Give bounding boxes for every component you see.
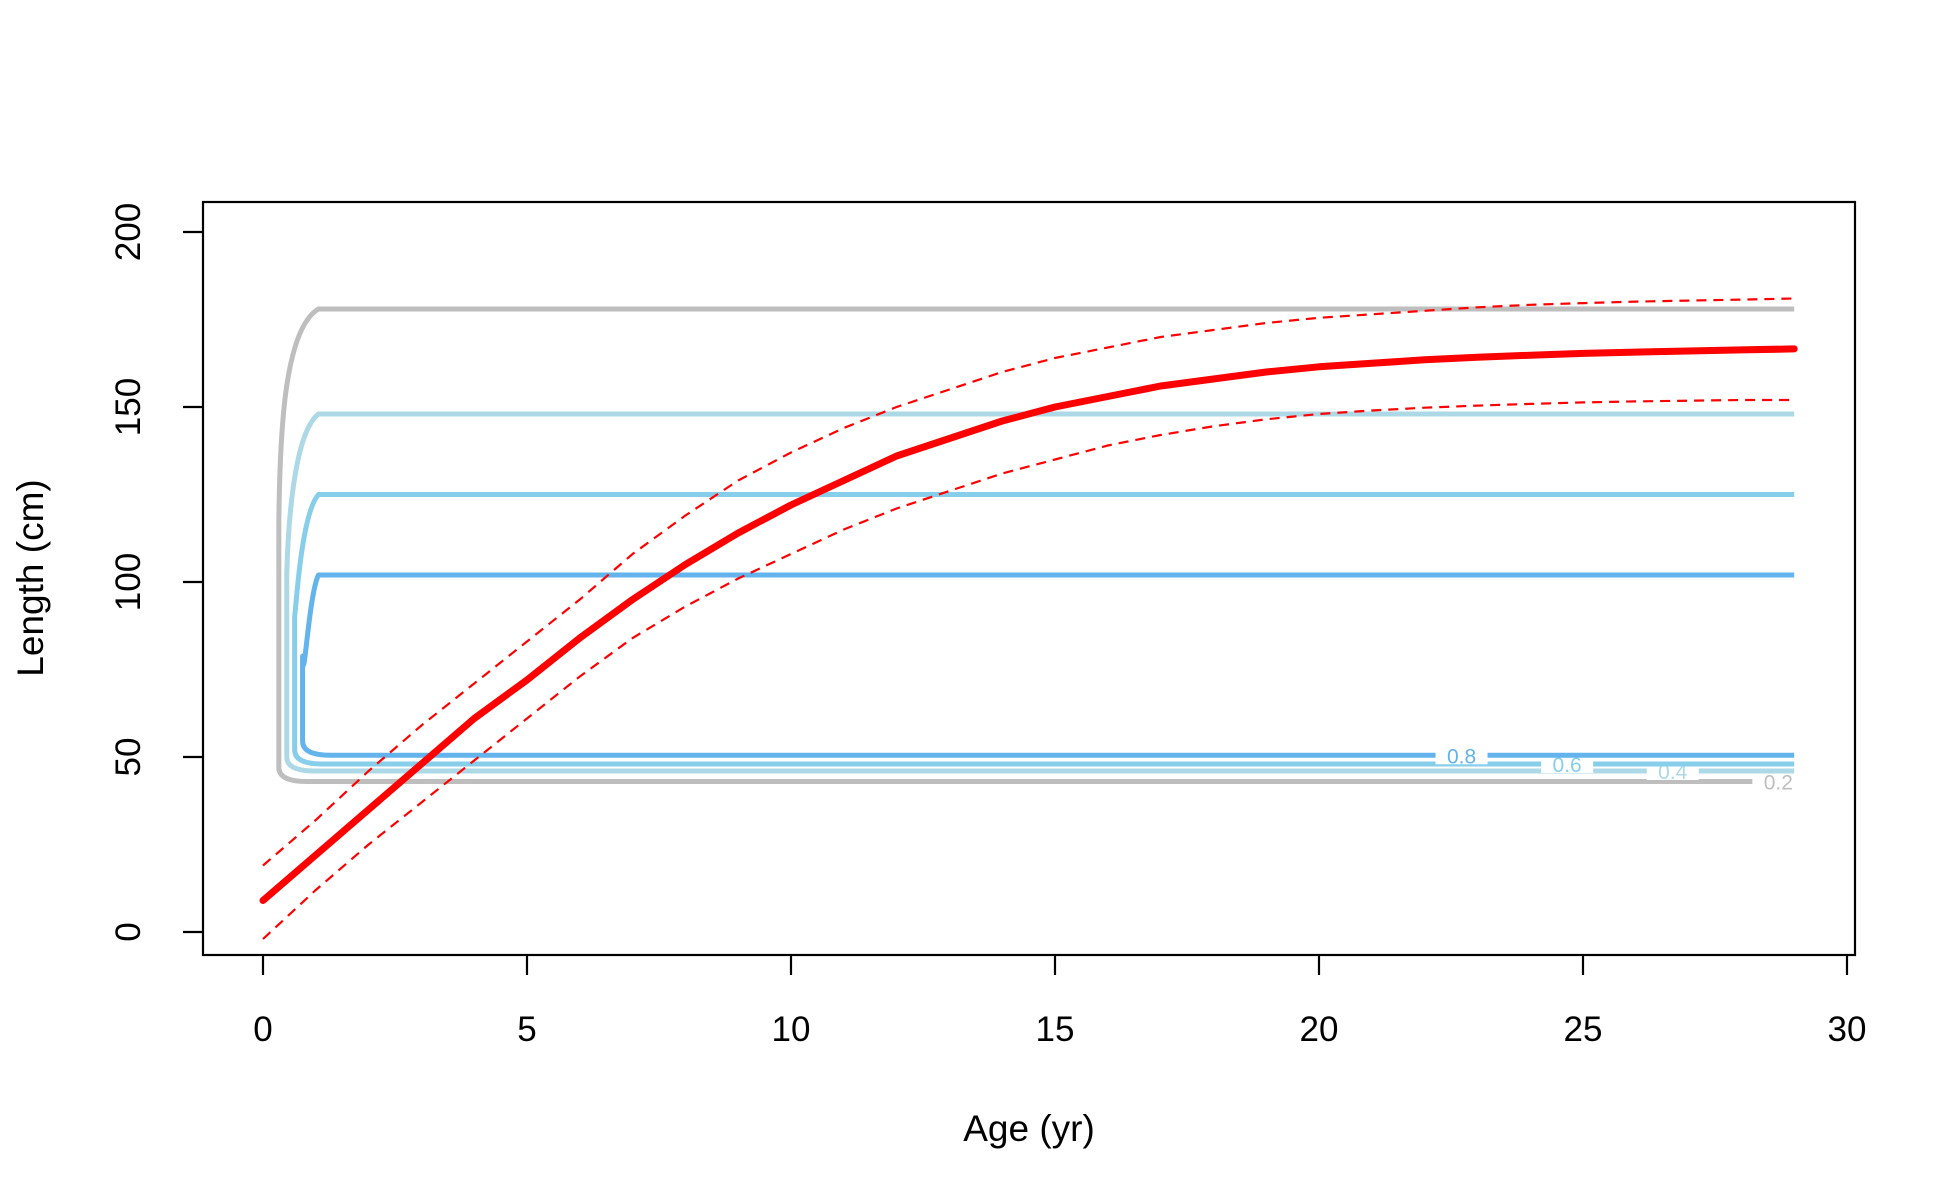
x-tick-label-6: 30: [1828, 1010, 1867, 1049]
x-tick-label-4: 20: [1300, 1010, 1339, 1049]
growth-curve-layer: [259, 297, 1798, 940]
x-tick-label-1: 5: [517, 1010, 536, 1049]
upper-ci-line: [262, 297, 1795, 867]
contour-label-1: 0.4: [1658, 761, 1688, 784]
contour-label-0: 0.2: [1764, 772, 1793, 795]
x-axis-title: Age (yr): [963, 1108, 1095, 1149]
x-tick-label-0: 0: [253, 1010, 272, 1049]
contour-label-gap-2: [1541, 755, 1594, 773]
x-tick-label-5: 25: [1564, 1010, 1603, 1049]
x-tick-label-3: 15: [1036, 1010, 1075, 1049]
contour-label-2: 0.6: [1553, 754, 1582, 777]
contour-label-3: 0.8: [1447, 745, 1476, 768]
mean-growth-line: [259, 345, 1798, 904]
lower-ci-line: [262, 398, 1795, 940]
y-tick-label-0: 0: [109, 922, 148, 941]
plot-frame: [201, 200, 1857, 957]
contour-label-gap-0: [1752, 772, 1805, 791]
y-tick-label-1: 50: [109, 738, 148, 777]
contour-line-0.8: [300, 572, 1795, 758]
contour-layer: 0.2 0.4 0.6 0.8: [276, 306, 1805, 795]
contour-line-0.6: [292, 492, 1795, 767]
contour-line-0.2: [276, 306, 1795, 784]
y-tick-label-4: 200: [109, 203, 148, 261]
x-tick-label-2: 10: [772, 1010, 811, 1049]
y-tick-label-2: 100: [109, 553, 148, 611]
contour-label-gap-3: [1435, 746, 1488, 765]
contour-line-0.4: [284, 411, 1795, 774]
axis-layer: 0 5 10 15 20 25 30 0 50 100 150 200: [109, 203, 1866, 1049]
y-tick-label-3: 150: [109, 378, 148, 436]
y-axis-title: Length (cm): [10, 479, 51, 676]
